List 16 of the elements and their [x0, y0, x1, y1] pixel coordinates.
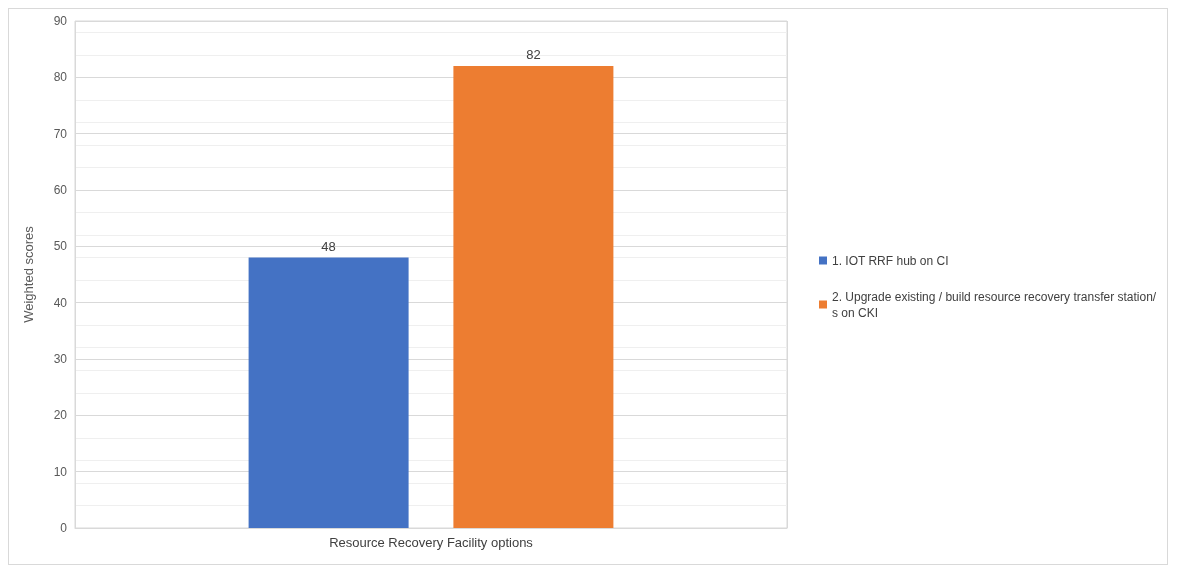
- y-tick-label: 90: [53, 14, 68, 28]
- y-tick-label: 70: [53, 126, 68, 141]
- y-tick-label: 60: [53, 183, 68, 197]
- y-tick-label: 40: [53, 295, 68, 310]
- y-tick-label: 50: [53, 239, 68, 254]
- y-tick-label: 0: [60, 521, 68, 535]
- y-axis-title: Weighted scores: [21, 225, 36, 323]
- legend-label: 1. IOT RRF hub on CI: [832, 253, 949, 268]
- y-tick-label: 10: [53, 464, 68, 479]
- legend-label: 2. Upgrade existing / build resource recovery transfer station/s on CKI: [832, 289, 1157, 320]
- data-label: 82: [526, 47, 541, 63]
- y-tick-label: 80: [53, 70, 68, 85]
- y-tick-label: 20: [53, 408, 68, 423]
- data-label: 48: [321, 238, 336, 254]
- x-tick-label: Resource Recovery Facility options: [329, 535, 534, 550]
- y-tick-label: 30: [53, 352, 68, 366]
